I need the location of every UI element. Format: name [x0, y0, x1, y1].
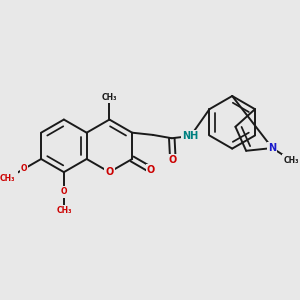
Text: CH₃: CH₃ — [0, 174, 15, 183]
Text: CH₃: CH₃ — [56, 206, 72, 215]
Text: O: O — [105, 167, 113, 177]
Text: NH: NH — [182, 131, 199, 141]
Text: CH₃: CH₃ — [102, 93, 117, 102]
Text: N: N — [268, 143, 276, 153]
Text: CH₃: CH₃ — [283, 156, 299, 165]
Text: O: O — [147, 165, 155, 175]
Text: O: O — [61, 188, 67, 196]
Text: O: O — [21, 164, 27, 173]
Text: O: O — [169, 155, 177, 165]
